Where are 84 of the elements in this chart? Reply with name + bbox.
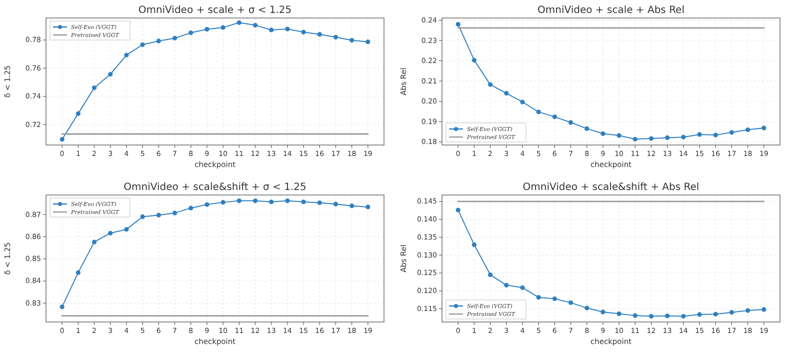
- point: [124, 52, 129, 58]
- point: [140, 214, 145, 220]
- point: [140, 42, 145, 47]
- point: [697, 132, 702, 137]
- point: [504, 282, 509, 288]
- point: [552, 114, 557, 120]
- point: [301, 30, 306, 34]
- point: [60, 304, 64, 310]
- point: [713, 312, 718, 316]
- point: [333, 34, 338, 40]
- point: [713, 132, 718, 138]
- point: [584, 306, 590, 310]
- chart-title: OmniVideo + scale + Abs Rel: [538, 5, 684, 16]
- point: [456, 208, 460, 212]
- chart-title: OmniVideo + scale&shift + Abs Rel: [522, 182, 700, 193]
- point: [269, 28, 274, 32]
- point: [600, 131, 606, 136]
- point: [520, 100, 525, 104]
- point: [60, 137, 64, 142]
- point: [632, 313, 638, 318]
- point: [762, 307, 766, 312]
- point: [648, 136, 654, 141]
- point: [568, 300, 574, 305]
- point: [317, 32, 322, 37]
- point: [746, 308, 750, 313]
- point: [746, 127, 750, 132]
- point: [665, 314, 670, 318]
- point: [681, 314, 686, 319]
- point: [520, 285, 525, 290]
- chart-title: OmniVideo + scale + σ < 1.25: [138, 5, 292, 16]
- point: [124, 227, 129, 232]
- point: [536, 110, 541, 114]
- point: [92, 240, 97, 244]
- point: [366, 40, 370, 44]
- point: [552, 296, 557, 302]
- point: [172, 36, 178, 40]
- point: [92, 85, 97, 90]
- point: [729, 310, 734, 315]
- point: [665, 135, 670, 140]
- point: [333, 202, 338, 206]
- point: [697, 312, 702, 317]
- point: [269, 200, 274, 204]
- point: [366, 204, 370, 210]
- point: [762, 126, 766, 130]
- point: [252, 198, 258, 204]
- point: [504, 90, 509, 96]
- chart-title: OmniVideo + scale&shift + σ < 1.25: [124, 182, 306, 193]
- point: [648, 314, 654, 319]
- point: [108, 72, 113, 77]
- point: [456, 22, 460, 27]
- point: [472, 242, 476, 248]
- point: [472, 58, 476, 62]
- point: [285, 26, 290, 32]
- point: [584, 126, 590, 131]
- point: [236, 20, 242, 25]
- point: [204, 202, 210, 207]
- point: [488, 82, 493, 87]
- point: [616, 311, 622, 316]
- point: [729, 130, 734, 135]
- point: [568, 120, 574, 125]
- point: [350, 204, 354, 208]
- point: [156, 212, 161, 218]
- point: [252, 22, 258, 28]
- point: [76, 270, 80, 275]
- point: [204, 26, 210, 32]
- point: [156, 38, 161, 44]
- point: [488, 272, 493, 278]
- point: [220, 200, 226, 205]
- point: [632, 136, 638, 142]
- point: [317, 200, 322, 206]
- point: [188, 206, 194, 210]
- point: [172, 210, 178, 216]
- point: [681, 134, 686, 140]
- point: [301, 200, 306, 204]
- point: [285, 198, 290, 204]
- point: [220, 25, 226, 30]
- point: [188, 30, 194, 36]
- point: [76, 111, 80, 116]
- point: [108, 230, 113, 236]
- point: [600, 310, 606, 314]
- point: [236, 198, 242, 204]
- point: [350, 38, 354, 43]
- point: [536, 295, 541, 300]
- point: [616, 133, 622, 138]
